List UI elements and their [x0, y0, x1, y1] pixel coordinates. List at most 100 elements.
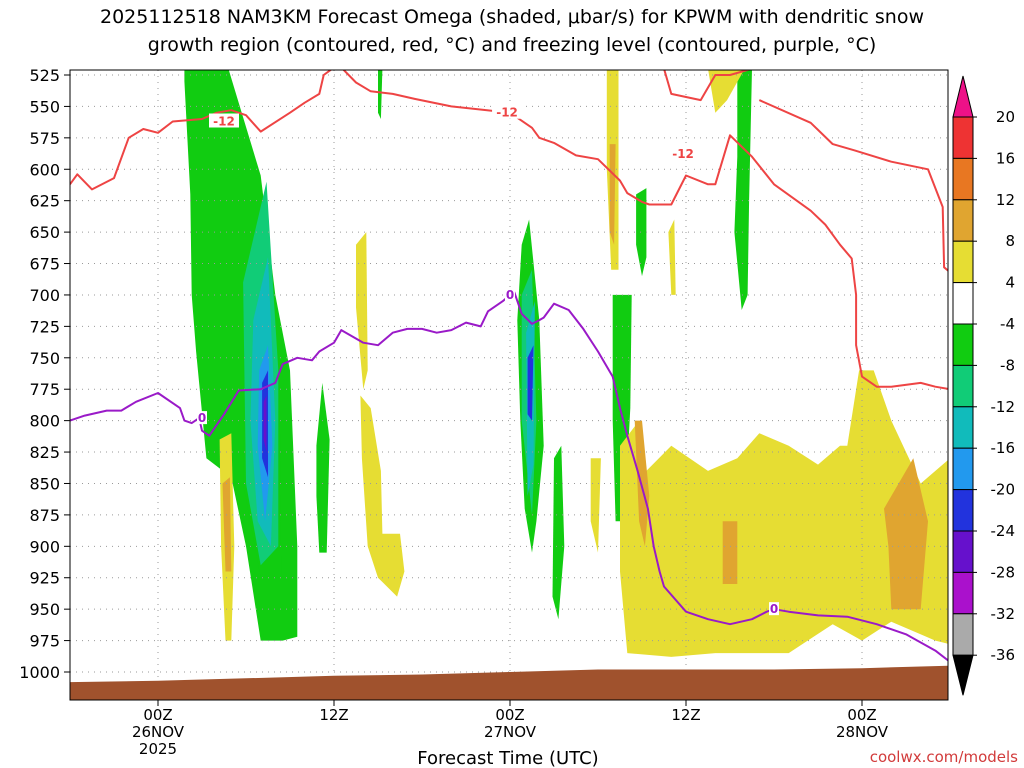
colorbar-bin [952, 406, 974, 449]
colorbar-label: -12 [991, 398, 1016, 416]
y-tick-label: 725 [29, 317, 60, 336]
y-tick-label: 750 [29, 349, 60, 368]
y-tick-label: 850 [29, 474, 60, 493]
omega-region-24 [668, 219, 676, 295]
colorbar-bin [952, 240, 974, 284]
freezing-label-bg [197, 411, 207, 425]
colorbar-label: -8 [1000, 356, 1015, 374]
y-tick-label: 675 [29, 255, 60, 274]
terrain-surface [70, 665, 948, 700]
colorbar-label: -24 [991, 522, 1016, 540]
colorbar-bin [952, 613, 974, 656]
omega-region-20 [360, 395, 405, 597]
x-tick-time: 12Z [671, 706, 700, 724]
y-tick-label: 700 [29, 286, 60, 305]
omega-region-19 [356, 232, 368, 390]
y-tick-label: 900 [29, 537, 60, 556]
y-tick-label: 1000 [19, 663, 60, 682]
y-tick-label: 550 [29, 97, 60, 116]
x-axis-label: Forecast Time (UTC) [417, 748, 598, 768]
dgz-contour-label: -12 [213, 115, 235, 129]
plot-area [70, 70, 948, 700]
omega-region-23 [609, 144, 616, 245]
y-tick-label: 625 [29, 192, 60, 211]
x-tick-date: 26NOV [132, 723, 185, 741]
freezing-label-bg [505, 287, 515, 301]
chart-title-line-1: 2025112518 NAM3KM Forecast Omega (shaded… [100, 6, 924, 28]
y-tick-label: 775 [29, 380, 60, 399]
omega-region-26 [620, 370, 948, 657]
colorbar-label: -36 [991, 646, 1016, 664]
omega-region-5 [636, 188, 647, 277]
colorbar-label: -20 [991, 481, 1016, 499]
colorbar-label: -16 [991, 439, 1016, 457]
colorbar-bin [952, 116, 974, 159]
omega-region-21 [590, 458, 601, 553]
y-tick-label: 875 [29, 506, 60, 525]
dgz-contour-1 [663, 70, 752, 102]
y-tick-label: 800 [29, 412, 60, 431]
colorbar-bin [952, 530, 974, 573]
y-tick-label: 925 [29, 569, 60, 588]
colorbar-label: 12 [996, 191, 1015, 209]
x-tick-date: 27NOV [484, 723, 537, 741]
omega-region-6 [734, 70, 752, 310]
freezing-level-label: 0 [198, 411, 206, 425]
colorbar-label: 20 [996, 108, 1015, 126]
omega-region-8 [378, 70, 383, 119]
colorbar-bin [952, 282, 974, 325]
y-tick-label: 600 [29, 160, 60, 179]
omega-region-1 [316, 382, 330, 553]
omega-region-3 [552, 445, 565, 620]
omega-shading-layer [184, 70, 948, 657]
colorbar-bin [952, 323, 974, 366]
colorbar-label: 8 [1005, 232, 1015, 250]
dgz-label-bg [492, 104, 523, 119]
y-tick-label: 525 [29, 66, 60, 85]
y-tick-label: 950 [29, 600, 60, 619]
y-tick-label: 575 [29, 129, 60, 148]
freezing-label-bg [769, 602, 779, 616]
y-tick-label: 825 [29, 443, 60, 462]
freezing-level-label: 0 [770, 602, 778, 616]
colorbar-bin [952, 364, 974, 408]
x-tick-time: 12Z [319, 706, 348, 724]
colorbar-label: -28 [991, 563, 1016, 581]
colorbar-bottom-arrow [952, 654, 974, 696]
colorbar-bin [952, 447, 974, 491]
x-tick-time: 00Z [495, 706, 524, 724]
colorbar-label: 16 [996, 149, 1015, 167]
y-axis-ticks: 525 550 575 600 625 650 675 700 725 750 775 800 825 8… [19, 66, 70, 682]
x-tick-year: 2025 [139, 740, 177, 758]
omega-region-28 [722, 521, 738, 584]
contour-labels: -12 -12 -12 0 0 0 [197, 104, 779, 616]
colorbar-top-arrow [952, 75, 974, 118]
terrain-layer [70, 665, 948, 700]
freezing-level-contour [70, 291, 948, 662]
dgz-contour-label: -12 [672, 147, 694, 161]
y-tick-label: 650 [29, 223, 60, 242]
omega-region-16 [263, 395, 267, 453]
dgz-label-bg [668, 146, 699, 161]
colorbar-label: -32 [991, 605, 1016, 623]
y-tick-label: 975 [29, 632, 60, 651]
x-tick-date: 28NOV [836, 723, 889, 741]
branding-text[interactable]: coolwx.com/models [870, 748, 1018, 766]
colorbar: 20 16 12 8 4 -4 -8 -12 -16 -20 -24 -28 -32 -36 [952, 75, 1016, 696]
dgz-contour-label: -12 [496, 106, 518, 120]
omega-region-18 [222, 477, 232, 572]
colorbar-bin [952, 157, 974, 201]
colorbar-bin [952, 199, 974, 242]
plot-frame [69, 69, 949, 701]
x-tick-time: 00Z [847, 706, 876, 724]
omega-region-25 [708, 70, 744, 113]
colorbar-bin [952, 571, 974, 615]
x-tick-time: 00Z [143, 706, 172, 724]
freezing-level-label: 0 [506, 288, 514, 302]
colorbar-label: 4 [1005, 274, 1015, 292]
colorbar-bin [952, 489, 974, 532]
dgz-label-bg [209, 113, 239, 128]
colorbar-label: -4 [1000, 315, 1015, 333]
